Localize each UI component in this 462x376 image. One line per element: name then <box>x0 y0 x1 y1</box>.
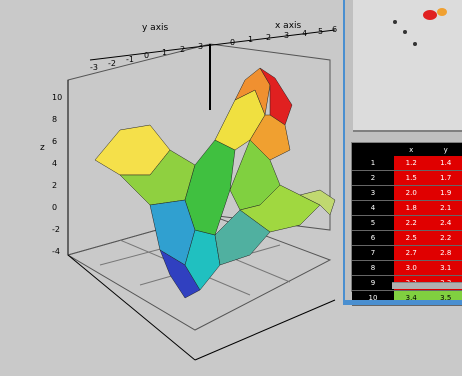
mini-plot-peak <box>423 10 437 20</box>
y-axis-label: y axis <box>142 23 169 33</box>
row-index: 6 <box>352 230 394 246</box>
surface-mesh <box>94 67 336 299</box>
x-tick: 4 <box>302 29 307 38</box>
table-row[interactable]: 4 1.8 2.1 <box>352 200 462 216</box>
horizontal-scrollbar[interactable] <box>392 282 462 289</box>
front-left-axis <box>67 254 196 361</box>
table-cell[interactable]: 2.7 <box>394 245 429 261</box>
row-index: 9 <box>352 275 394 291</box>
z-tick: 0 <box>52 203 57 212</box>
table-cell[interactable]: 1.9 <box>428 185 462 201</box>
y-tick: -1 <box>126 55 134 64</box>
surface-plot[interactable]: y axis x axis z -3 -2 -1 0 1 2 3 0 1 2 3… <box>0 0 343 376</box>
table-row[interactable]: 5 2.2 2.4 <box>352 215 462 231</box>
row-index: 7 <box>352 245 394 261</box>
row-index: 8 <box>352 260 394 276</box>
table-cell[interactable]: 2.4 <box>428 215 462 231</box>
table-row[interactable]: 1 1.2 1.4 <box>352 156 462 171</box>
row-index: 2 <box>352 170 394 186</box>
row-index: 3 <box>352 185 394 201</box>
z-tick: -2 <box>52 225 60 234</box>
table-cell[interactable]: 2.8 <box>428 245 462 261</box>
data-table-panel[interactable]: x y 1 1.2 1.4 2 1.5 1.7 3 2.0 1. <box>351 142 462 306</box>
x-tick: 3 <box>284 31 289 40</box>
table-row[interactable]: 3 2.0 1.9 <box>352 185 462 201</box>
window-bottom-edge <box>345 300 462 305</box>
table-cell[interactable]: 1.4 <box>428 156 462 171</box>
data-table: x y 1 1.2 1.4 2 1.5 1.7 3 2.0 1. <box>352 143 462 306</box>
table-header <box>352 143 394 156</box>
data-window[interactable]: x y 1 1.2 1.4 2 1.5 1.7 3 2.0 1. <box>343 0 462 306</box>
table-cell[interactable]: 1.8 <box>394 200 429 216</box>
z-tick: 8 <box>52 115 57 124</box>
x-tick: 0 <box>230 38 235 47</box>
table-header: x <box>394 143 429 156</box>
table-cell[interactable]: 2.1 <box>428 200 462 216</box>
mini-plot-point <box>413 42 417 46</box>
mini-plot-preview[interactable] <box>353 0 462 132</box>
table-header: y <box>428 143 462 156</box>
y-tick: -2 <box>108 59 116 68</box>
table-row[interactable]: 6 2.5 2.2 <box>352 230 462 246</box>
y-tick: -3 <box>90 63 98 72</box>
x-tick: 6 <box>332 25 337 34</box>
table-cell[interactable]: 2.5 <box>394 230 429 246</box>
x-tick: 2 <box>266 33 271 42</box>
table-row[interactable]: 8 3.0 3.1 <box>352 260 462 276</box>
table-cell[interactable]: 3.0 <box>394 260 429 276</box>
front-right-axis <box>194 299 336 361</box>
table-cell[interactable]: 1.2 <box>394 156 429 171</box>
z-tick: 10 <box>52 93 62 102</box>
top-axis <box>89 29 336 61</box>
x-tick: 5 <box>318 27 323 36</box>
z-tick: 4 <box>52 159 57 168</box>
table-row[interactable]: 2 1.5 1.7 <box>352 170 462 186</box>
z-axis-label: z <box>40 143 45 153</box>
table-cell[interactable]: 1.5 <box>394 170 429 186</box>
y-tick: 2 <box>180 45 185 54</box>
row-index: 4 <box>352 200 394 216</box>
table-cell[interactable]: 2.0 <box>394 185 429 201</box>
z-tick: 2 <box>52 181 57 190</box>
x-tick: 1 <box>248 35 253 44</box>
mini-plot-peak <box>437 8 447 16</box>
mini-plot-point <box>403 30 407 34</box>
z-tick: -4 <box>52 247 60 256</box>
y-tick: 3 <box>198 42 203 51</box>
row-index: 1 <box>352 156 394 171</box>
table-row[interactable]: 7 2.7 2.8 <box>352 245 462 261</box>
mini-plot-point <box>393 20 397 24</box>
row-index: 5 <box>352 215 394 231</box>
table-cell[interactable]: 2.2 <box>428 230 462 246</box>
x-axis-label: x axis <box>275 21 302 31</box>
y-tick: 0 <box>144 51 149 60</box>
y-tick: 1 <box>162 48 167 57</box>
table-cell[interactable]: 1.7 <box>428 170 462 186</box>
table-cell[interactable]: 3.1 <box>428 260 462 276</box>
table-cell[interactable]: 2.2 <box>394 215 429 231</box>
z-tick: 6 <box>52 137 57 146</box>
